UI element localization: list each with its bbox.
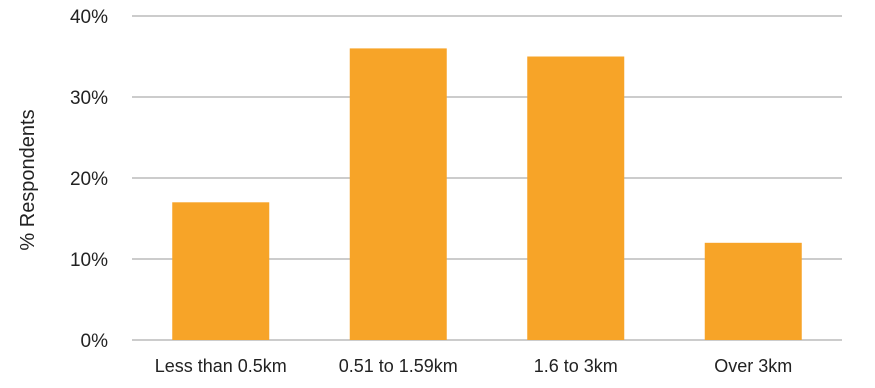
y-tick-label: 10% <box>70 250 108 271</box>
bar <box>172 202 270 340</box>
bar <box>349 48 447 341</box>
y-axis-ticks: 0% 10% 20% 30% 40% <box>70 7 108 352</box>
x-category-label: 1.6 to 3km <box>534 356 618 376</box>
y-tick-label: 20% <box>70 169 108 190</box>
x-category-label: Less than 0.5km <box>155 356 287 376</box>
y-tick-label: 40% <box>70 7 108 28</box>
y-axis-title: % Respondents <box>17 109 39 250</box>
y-tick-label: 30% <box>70 88 108 109</box>
bar <box>704 242 802 340</box>
x-axis-categories: Less than 0.5km 0.51 to 1.59km 1.6 to 3km O… <box>155 356 793 376</box>
x-category-label: 0.51 to 1.59km <box>339 356 458 376</box>
y-tick-label: 0% <box>81 331 109 352</box>
x-category-label: Over 3km <box>714 356 792 376</box>
bar <box>527 56 625 340</box>
bars <box>172 48 802 341</box>
